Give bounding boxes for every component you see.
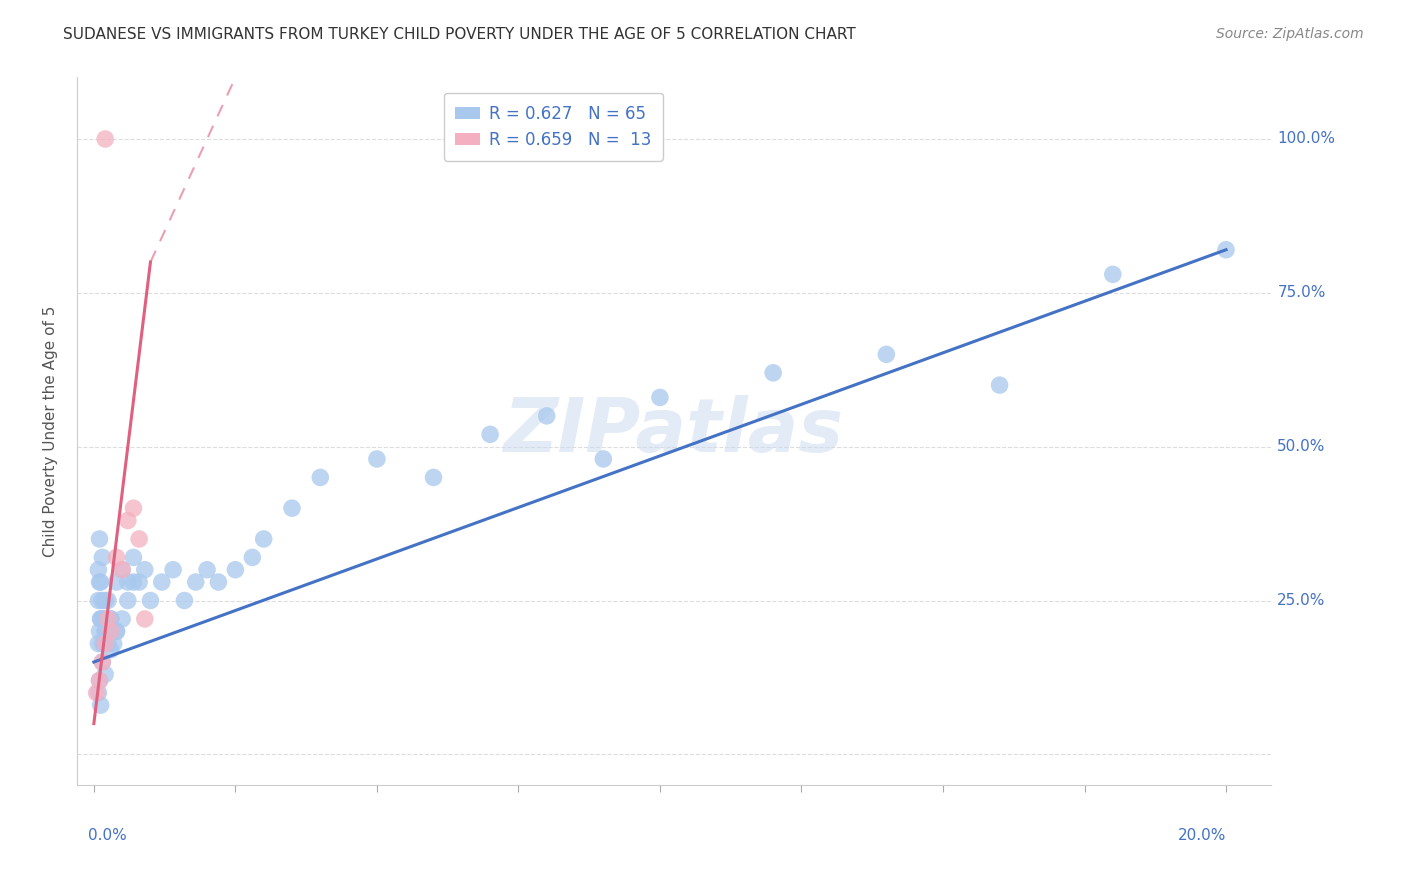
Point bbox=[195, 563, 218, 577]
Point bbox=[94, 593, 117, 607]
Point bbox=[184, 575, 207, 590]
Text: 100.0%: 100.0% bbox=[1277, 131, 1336, 146]
Point bbox=[1101, 268, 1123, 282]
Point bbox=[91, 636, 114, 650]
Point bbox=[240, 550, 263, 565]
Y-axis label: Child Poverty Under the Age of 5: Child Poverty Under the Age of 5 bbox=[44, 306, 58, 557]
Point bbox=[762, 366, 785, 380]
Point bbox=[86, 686, 108, 700]
Point bbox=[1215, 243, 1237, 257]
Point bbox=[105, 550, 128, 565]
Point bbox=[479, 427, 502, 442]
Point bbox=[134, 612, 156, 626]
Point bbox=[592, 452, 614, 467]
Point bbox=[93, 636, 115, 650]
Point bbox=[253, 532, 276, 546]
Point bbox=[128, 532, 150, 546]
Point bbox=[122, 501, 145, 516]
Point bbox=[100, 624, 122, 639]
Point bbox=[139, 593, 162, 607]
Point bbox=[103, 636, 125, 650]
Point bbox=[97, 593, 120, 607]
Point bbox=[90, 698, 112, 712]
Point bbox=[117, 514, 139, 528]
Point bbox=[988, 378, 1011, 392]
Point bbox=[94, 624, 117, 639]
Point bbox=[875, 347, 897, 361]
Point bbox=[100, 612, 122, 626]
Point bbox=[100, 624, 122, 639]
Point bbox=[94, 624, 117, 639]
Point bbox=[89, 532, 111, 546]
Point bbox=[87, 686, 110, 700]
Text: 20.0%: 20.0% bbox=[1178, 828, 1226, 843]
Point bbox=[94, 667, 117, 681]
Point bbox=[100, 642, 122, 657]
Point bbox=[87, 636, 110, 650]
Point bbox=[89, 673, 111, 688]
Point bbox=[90, 612, 112, 626]
Point bbox=[366, 452, 388, 467]
Point bbox=[422, 470, 444, 484]
Point bbox=[100, 612, 122, 626]
Point bbox=[224, 563, 246, 577]
Point bbox=[91, 550, 114, 565]
Text: Source: ZipAtlas.com: Source: ZipAtlas.com bbox=[1216, 27, 1364, 41]
Point bbox=[94, 132, 117, 146]
Point bbox=[207, 575, 229, 590]
Point bbox=[122, 575, 145, 590]
Point bbox=[111, 612, 134, 626]
Point bbox=[97, 636, 120, 650]
Point bbox=[134, 563, 156, 577]
Point bbox=[173, 593, 195, 607]
Point bbox=[150, 575, 173, 590]
Point bbox=[162, 563, 184, 577]
Point bbox=[111, 563, 134, 577]
Text: SUDANESE VS IMMIGRANTS FROM TURKEY CHILD POVERTY UNDER THE AGE OF 5 CORRELATION : SUDANESE VS IMMIGRANTS FROM TURKEY CHILD… bbox=[63, 27, 856, 42]
Text: 0.0%: 0.0% bbox=[89, 828, 127, 843]
Point bbox=[536, 409, 558, 423]
Point bbox=[87, 593, 110, 607]
Text: 75.0%: 75.0% bbox=[1277, 285, 1326, 301]
Point bbox=[105, 624, 128, 639]
Point bbox=[117, 593, 139, 607]
Text: 50.0%: 50.0% bbox=[1277, 439, 1326, 454]
Point bbox=[91, 655, 114, 669]
Point bbox=[128, 575, 150, 590]
Point bbox=[105, 575, 128, 590]
Point bbox=[89, 673, 111, 688]
Point bbox=[91, 655, 114, 669]
Point bbox=[281, 501, 304, 516]
Point bbox=[648, 391, 671, 405]
Point bbox=[105, 624, 128, 639]
Point bbox=[90, 612, 112, 626]
Point bbox=[93, 612, 115, 626]
Legend: R = 0.627   N = 65, R = 0.659   N =  13: R = 0.627 N = 65, R = 0.659 N = 13 bbox=[443, 93, 662, 161]
Text: 25.0%: 25.0% bbox=[1277, 593, 1326, 608]
Point bbox=[96, 612, 118, 626]
Point bbox=[89, 575, 111, 590]
Point bbox=[89, 624, 111, 639]
Point bbox=[87, 563, 110, 577]
Point bbox=[94, 636, 117, 650]
Point bbox=[90, 575, 112, 590]
Point bbox=[309, 470, 332, 484]
Point bbox=[122, 550, 145, 565]
Text: ZIPatlas: ZIPatlas bbox=[505, 395, 844, 467]
Point bbox=[91, 612, 114, 626]
Point bbox=[117, 575, 139, 590]
Point bbox=[97, 612, 120, 626]
Point bbox=[111, 563, 134, 577]
Point bbox=[90, 593, 112, 607]
